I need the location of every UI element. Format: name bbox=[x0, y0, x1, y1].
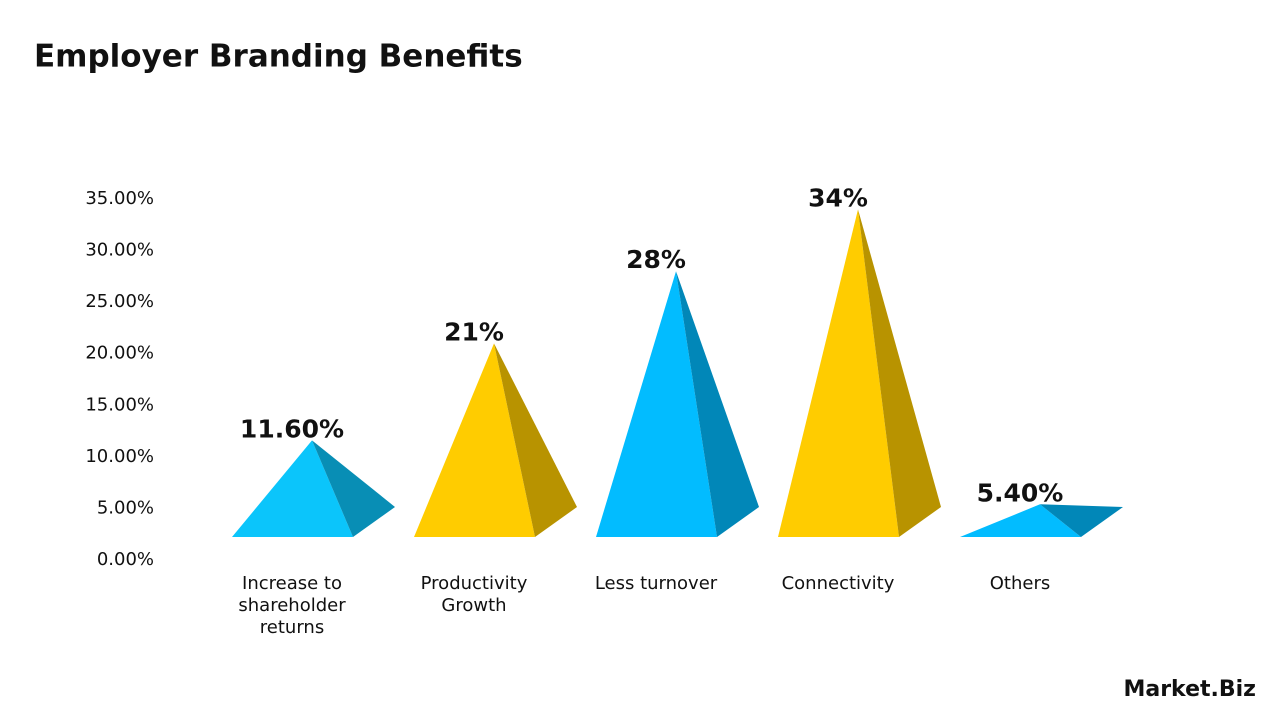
pyramid-front bbox=[414, 343, 535, 537]
pyramid bbox=[232, 440, 395, 537]
value-label: 21% bbox=[444, 317, 504, 346]
pyramid-front bbox=[596, 271, 717, 537]
pyramid bbox=[414, 343, 577, 537]
pyramid-side bbox=[676, 271, 759, 537]
value-label: 28% bbox=[626, 245, 686, 274]
x-tick-label: Productivity Growth bbox=[420, 573, 528, 616]
y-tick-label: 30.00% bbox=[85, 240, 154, 261]
y-tick-label: 25.00% bbox=[85, 291, 154, 312]
pyramid-front bbox=[232, 440, 353, 537]
pyramid bbox=[778, 209, 941, 538]
pyramid bbox=[960, 504, 1123, 537]
pyramid bbox=[596, 271, 759, 537]
value-label: 34% bbox=[808, 183, 868, 212]
pyramid-side bbox=[1040, 504, 1123, 537]
logo: Market.Biz bbox=[1123, 677, 1256, 702]
value-label: 11.60% bbox=[240, 414, 344, 443]
y-tick-label: 20.00% bbox=[85, 343, 154, 364]
pyramid-side bbox=[494, 343, 577, 537]
x-tick-label: Connectivity bbox=[781, 573, 895, 594]
y-tick-label: 35.00% bbox=[85, 188, 154, 209]
x-tick-label: Others bbox=[989, 573, 1051, 594]
pyramid-front bbox=[778, 209, 899, 538]
y-tick-label: 0.00% bbox=[97, 549, 154, 570]
x-tick-label: Increase to shareholder returns bbox=[238, 573, 346, 638]
x-tick-label: Less turnover bbox=[594, 573, 718, 594]
value-label: 5.40% bbox=[977, 478, 1064, 507]
y-tick-label: 10.00% bbox=[85, 446, 154, 467]
y-tick-label: 15.00% bbox=[85, 394, 154, 415]
pyramid-side bbox=[858, 209, 941, 538]
chart-title: Employer Branding Benefits bbox=[34, 39, 523, 75]
pyramid-side bbox=[312, 440, 395, 537]
pyramid-front bbox=[960, 504, 1081, 537]
y-tick-label: 5.00% bbox=[97, 497, 154, 518]
